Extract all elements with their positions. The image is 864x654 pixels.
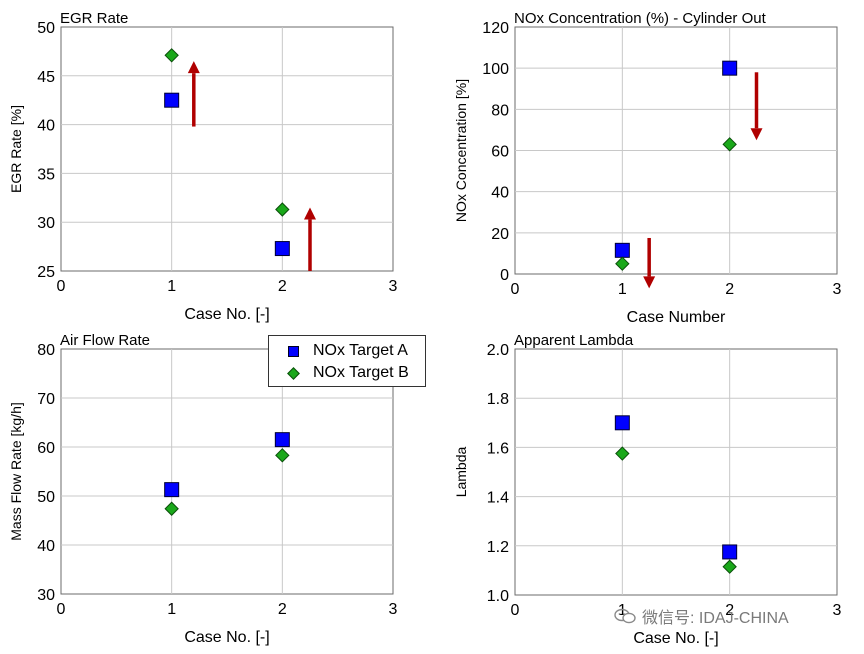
point-diamond [164,501,179,516]
point-diamond [164,48,179,63]
y-tick-label: 1.8 [487,391,509,408]
x-axis-label: Case No. [-] [184,306,269,323]
point-diamond [722,137,737,152]
y-tick-label: 30 [37,215,55,232]
y-axis-label: Mass Flow Rate [kg/h] [8,402,24,541]
y-axis-label: EGR Rate [%] [8,105,24,193]
arrow-down-icon [750,72,763,141]
y-tick-label: 1.4 [487,490,509,507]
point-diamond [275,202,290,217]
point-square [614,415,630,431]
point-square [274,432,290,448]
x-tick-label: 3 [389,278,398,295]
x-tick-label: 0 [511,281,520,298]
plot-area [60,26,394,272]
y-tick-label: 70 [37,391,55,408]
point-square [164,92,180,108]
y-tick-label: 50 [37,20,55,37]
y-tick-label: 30 [37,587,55,604]
x-tick-label: 2 [725,281,734,298]
point-square [274,241,290,257]
point-diamond [615,446,630,461]
x-tick-label: 1 [167,601,176,618]
arrow-head [187,61,200,74]
y-tick-label: 20 [491,226,509,243]
y-tick-label: 40 [491,185,509,202]
x-tick-label: 3 [389,601,398,618]
x-tick-label: 1 [167,278,176,295]
y-axis-label: NOx Concentration [%] [453,79,469,222]
y-tick-label: 120 [482,20,509,37]
x-tick-label: 2 [278,601,287,618]
y-tick-label: 50 [37,489,55,506]
y-tick-label: 40 [37,538,55,555]
plot-area [514,348,838,596]
wechat-icon [614,608,636,624]
chart-title: Apparent Lambda [514,332,634,349]
y-tick-label: 2.0 [487,342,509,359]
y-tick-label: 0 [500,267,509,284]
legend-label-b: NOx Target B [313,364,409,381]
x-tick-label: 0 [57,601,66,618]
legend-item-b: NOx Target B [283,363,409,383]
y-tick-label: 45 [37,69,55,86]
x-tick-label: 3 [833,281,842,298]
chart-3: 0 1 2 3 30 40 50 60 70 80 Air Flow Rate Case No. [-… [8,332,398,646]
x-tick-label: 0 [57,278,66,295]
arrow-up-icon [304,207,316,271]
chart-title: NOx Concentration (%) - Cylinder Out [514,10,767,27]
point-square [722,60,738,76]
x-tick-label: 1 [618,602,627,619]
x-tick-label: 3 [833,602,842,619]
arrow-head [304,207,316,220]
arrow-up-icon [187,61,200,127]
square-marker-icon [283,345,303,357]
diamond-marker-icon [283,366,303,380]
y-tick-label: 35 [37,166,55,183]
point-square [614,242,630,258]
y-tick-label: 40 [37,118,55,135]
plot-area [60,348,394,595]
point-square [164,482,180,498]
arrow-head [750,128,763,141]
chart-title: Air Flow Rate [60,332,150,349]
point-diamond [275,448,290,463]
watermark-text: 微信号: IDAJ-CHINA [642,610,789,627]
x-tick-label: 2 [725,602,734,619]
y-tick-label: 1.6 [487,440,509,457]
legend-label-a: NOx Target A [313,342,408,359]
x-axis-label: Case Number [627,309,726,326]
legend-item-a: NOx Target A [283,341,408,361]
y-tick-label: 1.0 [487,588,509,605]
x-axis-label: Case No. [-] [633,630,718,647]
watermark: 微信号: IDAJ-CHINA [614,604,789,628]
point-diamond [722,559,737,574]
y-tick-label: 60 [491,144,509,161]
point-diamond [615,256,630,271]
y-tick-label: 60 [37,440,55,457]
y-tick-label: 100 [482,61,509,78]
y-tick-label: 25 [37,264,55,281]
point-square [722,544,738,560]
y-axis-label: Lambda [453,446,469,497]
arrow-down-icon [643,237,656,289]
x-tick-label: 0 [511,602,520,619]
y-tick-label: 80 [37,342,55,359]
chart-2: 0 1 2 3 0 20 40 60 80 100 120 NOx Concentration (%)… [453,10,842,326]
y-tick-label: 80 [491,102,509,119]
y-tick-label: 1.2 [487,539,509,556]
chart-4: 0 1 2 3 1.0 1.2 1.4 1.6 1.8 2.0 Apparent Lambda Cas… [453,332,842,647]
legend: NOx Target A NOx Target B [268,335,426,387]
x-tick-label: 1 [618,281,627,298]
arrow-head [643,276,656,289]
chart-1: 0 1 2 3 25 30 35 40 45 50 EGR Rate Case No. [-] EGR … [8,10,398,323]
x-axis-label: Case No. [-] [184,629,269,646]
x-tick-label: 2 [278,278,287,295]
chart-title: EGR Rate [60,10,128,27]
